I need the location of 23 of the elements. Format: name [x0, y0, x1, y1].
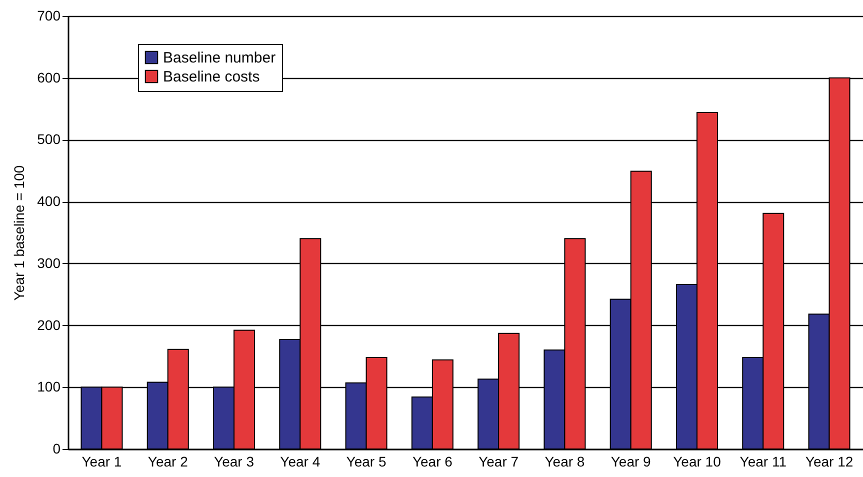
- x-tick-label: Year 9: [610, 454, 652, 470]
- y-tick-label: 100: [37, 378, 61, 395]
- y-tick-label: 500: [37, 131, 61, 148]
- y-tick-label: 700: [37, 8, 61, 24]
- y-tick-label: 400: [37, 193, 61, 210]
- x-tick-label: Year 3: [214, 454, 254, 470]
- legend-label: Baseline costs: [163, 68, 260, 86]
- x-tick-label: Year 1: [82, 454, 122, 470]
- x-tick-label: Year 5: [346, 454, 386, 470]
- y-tick-label: 200: [37, 316, 61, 333]
- legend-label: Baseline number: [163, 50, 276, 66]
- x-tick-label: Year 4: [280, 454, 320, 470]
- x-tick-label: Year 12: [805, 454, 854, 470]
- x-tick-label: Year 8: [544, 454, 585, 470]
- x-tick-label: Year 2: [148, 454, 188, 470]
- x-tick-label: Year 10: [673, 454, 722, 470]
- y-tick-label: 0: [52, 440, 61, 456]
- y-tick-label: 600: [37, 69, 61, 86]
- x-tick-label: Year 7: [478, 454, 519, 470]
- y-axis-title: Year 1 baseline = 100: [11, 165, 28, 301]
- x-tick-label: Year 11: [740, 454, 787, 470]
- y-tick-label: 300: [37, 254, 61, 271]
- x-tick-label: Year 6: [412, 454, 453, 470]
